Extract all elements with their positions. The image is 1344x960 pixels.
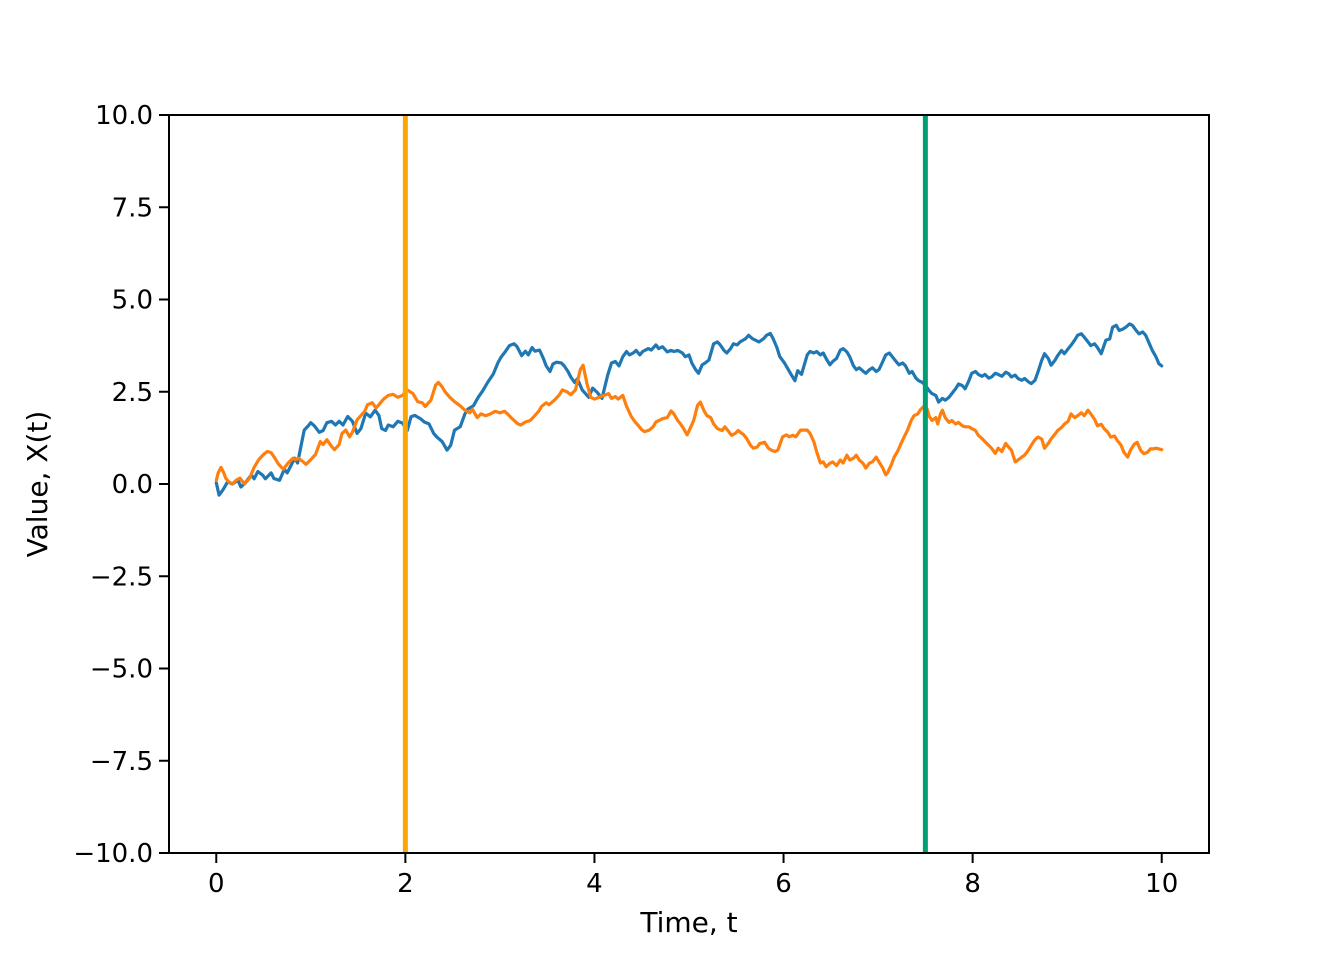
y-tick-label: 7.5: [112, 193, 153, 223]
y-tick-label: −2.5: [90, 562, 153, 592]
y-tick-label: 5.0: [112, 286, 153, 316]
x-tick-label: 10: [1145, 869, 1178, 899]
x-tick-label: 8: [964, 869, 981, 899]
tick-labels-group: 0 2 4 6 8 10 −10.0 −7.5 −5.0 −2.5 0.0 2.5 5.0 7.5 10.0: [73, 101, 1178, 899]
series-line-orange: [214, 363, 1164, 486]
x-axis-label: Time, t: [639, 906, 737, 939]
x-tick-label: 6: [775, 869, 792, 899]
y-tick-label: −7.5: [90, 747, 153, 777]
vlines-group: [402, 116, 928, 852]
y-tick-label: −5.0: [90, 655, 153, 685]
y-tick-label: 0.0: [112, 470, 153, 500]
x-tick-label: 0: [208, 869, 225, 899]
plot-area-frame: [168, 114, 1210, 854]
series-group: [214, 322, 1164, 497]
y-tick-label: −10.0: [73, 839, 153, 869]
y-tick-label: 2.5: [112, 378, 153, 408]
x-tick-label: 2: [397, 869, 414, 899]
ticks-group: [159, 114, 1163, 863]
y-tick-label: 10.0: [95, 101, 153, 131]
x-tick-label: 4: [586, 869, 603, 899]
series-line-blue: [214, 322, 1164, 497]
y-axis-label: Value, X(t): [21, 411, 54, 558]
